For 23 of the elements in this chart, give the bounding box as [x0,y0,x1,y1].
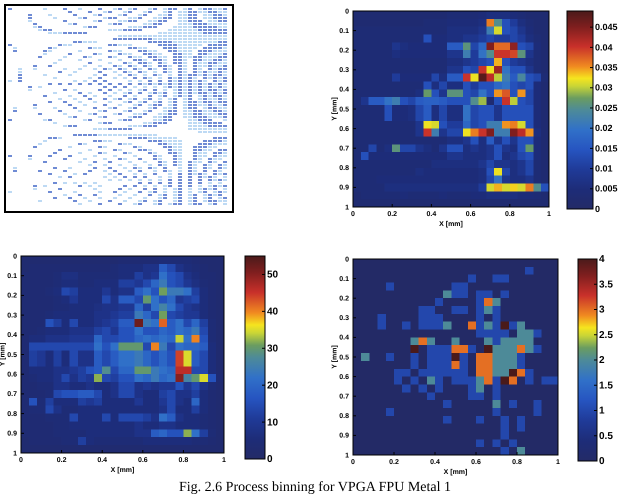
color-bar-label: 0.02 [595,123,613,134]
caption: Fig. 2.6 Process binning for VPGA FPU Metal 1 [179,480,451,495]
color-bar-label: 20 [267,380,279,392]
color-bar-label: 0.005 [595,184,618,194]
color-bar-label: 1 [599,406,605,417]
color-bar-label: 10 [267,417,279,428]
color-bar-label: 3.5 [599,279,614,290]
color-bar-label: 0.015 [595,143,618,154]
color-bar-label: 0.04 [595,42,613,52]
color-bar-label: 2.5 [599,330,614,341]
color-bar-label: 0.045 [595,22,618,32]
color-bar-label: 0.01 [595,163,613,174]
color-bar-label: 30 [267,343,279,354]
color-bar-label: 50 [267,270,279,281]
color-bar-label: 2 [599,355,605,366]
color-bar-label: 0.5 [599,430,614,442]
color-bar-label: 0.025 [595,102,618,113]
color-bar-label: 3 [599,304,605,316]
color-bar-label: 4 [599,254,605,266]
color-bar-label: 1.5 [599,380,614,392]
color-bar-label: 40 [267,306,279,318]
color-bar-label: 0.035 [595,62,618,72]
color-bar-label: 0.03 [595,82,613,93]
